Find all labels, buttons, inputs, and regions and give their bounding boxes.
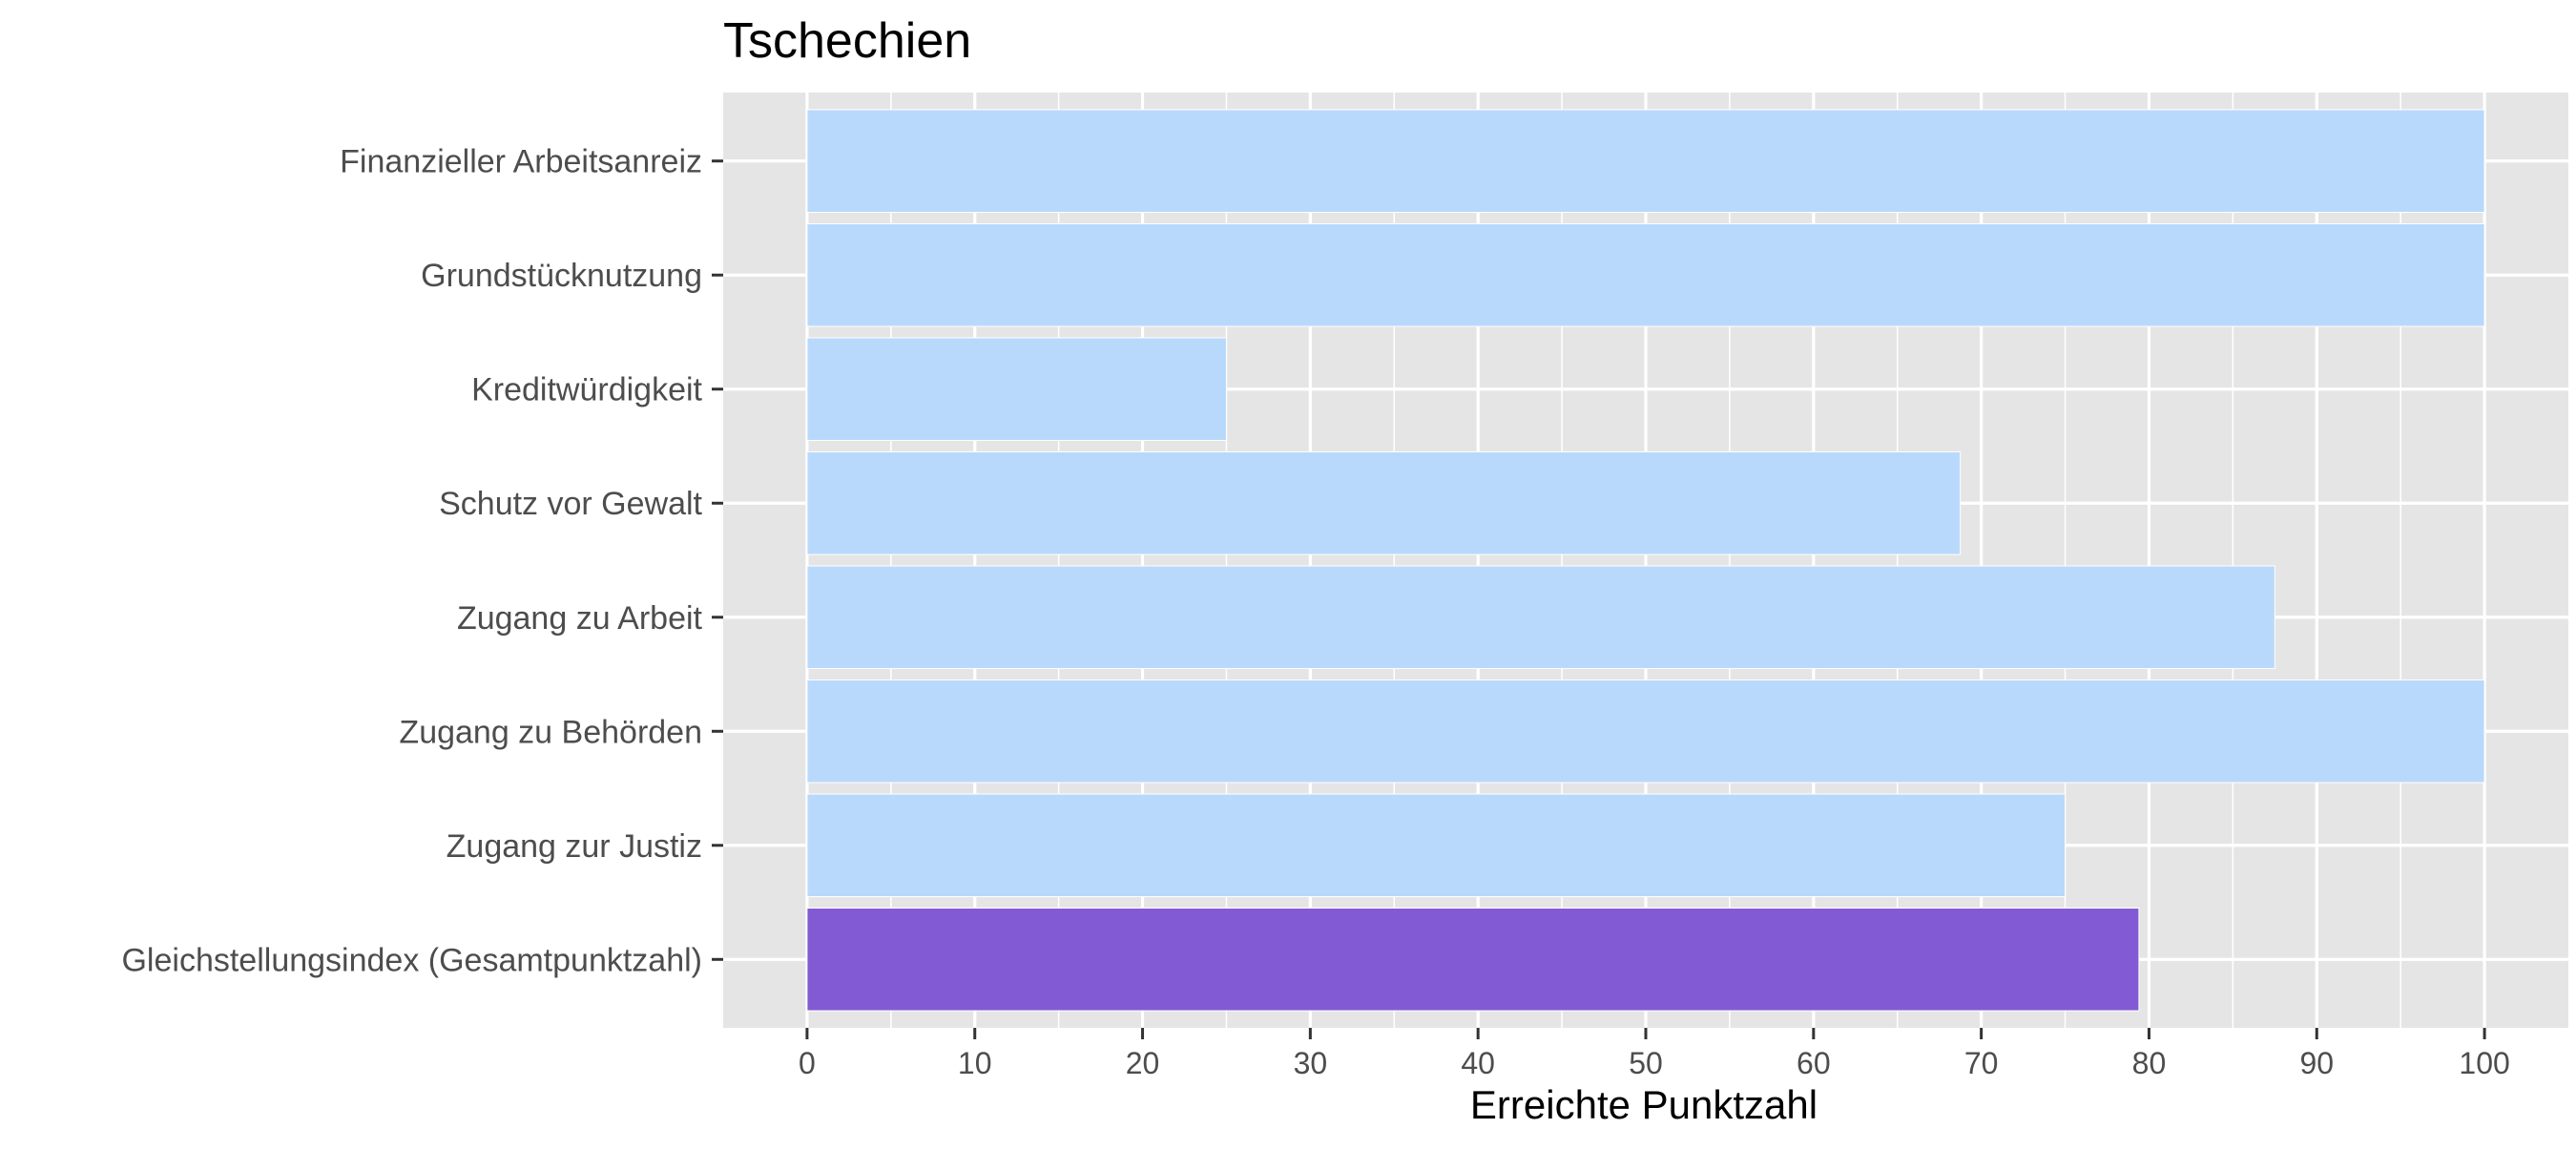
x-axis-title: Erreichte Punktzahl (1470, 1082, 1818, 1127)
x-tick-label: 50 (1629, 1046, 1663, 1080)
x-tick-label: 60 (1797, 1046, 1831, 1080)
y-tick-label: Zugang zu Behörden (399, 714, 702, 750)
x-tick-label: 0 (799, 1046, 816, 1080)
x-tick-label: 10 (958, 1046, 992, 1080)
x-tick-label: 40 (1461, 1046, 1495, 1080)
bar (806, 337, 1227, 442)
y-tick-label: Kreditwürdigkeit (471, 372, 702, 408)
bar (806, 908, 2140, 1012)
bar (806, 793, 2067, 898)
chart-title: Tschechien (723, 13, 971, 69)
x-tick-label: 30 (1294, 1046, 1328, 1080)
bar (806, 222, 2485, 327)
y-tick-label: Finanzieller Arbeitsanreiz (340, 144, 702, 180)
y-tick-label: Zugang zu Arbeit (457, 600, 703, 637)
bar (806, 450, 1962, 555)
y-tick-label: Gleichstellungsindex (Gesamtpunktzahl) (121, 942, 702, 978)
bars (806, 109, 2485, 1012)
x-tick-label: 90 (2299, 1046, 2334, 1080)
x-tick-label: 20 (1126, 1046, 1160, 1080)
y-tick-label: Zugang zur Justiz (447, 828, 702, 865)
bar (806, 565, 2275, 670)
y-axis: Finanzieller Arbeitsanreiz Grundstücknutz… (121, 144, 723, 978)
x-tick-label: 70 (1964, 1046, 1999, 1080)
bar (806, 679, 2485, 784)
x-tick-label: 80 (2132, 1046, 2167, 1080)
x-tick-label: 100 (2459, 1046, 2509, 1080)
bar (806, 109, 2485, 213)
y-tick-label: Schutz vor Gewalt (439, 486, 702, 522)
y-tick-label: Grundstücknutzung (421, 258, 702, 294)
x-axis: 0 10 20 30 40 50 60 70 80 90 100 (799, 1028, 2510, 1080)
